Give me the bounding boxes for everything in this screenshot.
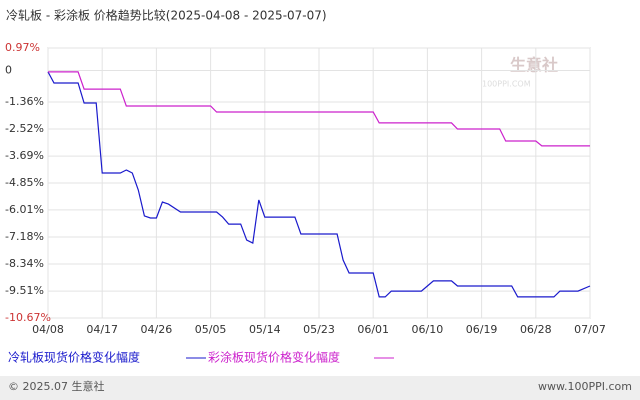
legend-label: 彩涂板现货价格变化幅度 (208, 350, 340, 365)
y-tick-label: -3.69% (5, 149, 44, 162)
y-tick-label: -4.85% (5, 176, 44, 189)
y-tick-label: -6.01% (5, 203, 44, 216)
x-tick-label: 05/23 (303, 323, 335, 336)
y-tick-label: -9.51% (5, 284, 44, 297)
chart-title: 冷轧板 - 彩涂板 价格趋势比较(2025-04-08 - 2025-07-07… (6, 8, 327, 23)
x-tick-label: 06/10 (412, 323, 444, 336)
watermark-site: 100PPI.COM (482, 80, 531, 89)
y-tick-label: -8.34% (5, 257, 44, 270)
legend-label: 冷轧板现货价格变化幅度 (8, 350, 140, 365)
x-tick-label: 04/17 (86, 323, 118, 336)
series-line (47, 71, 591, 298)
footer-url: www.100PPI.com (538, 380, 632, 393)
x-tick-label: 05/14 (249, 323, 281, 336)
y-tick-label: -7.18% (5, 230, 44, 243)
y-tick-label: 0.97% (5, 41, 40, 54)
x-tick-label: 05/05 (195, 323, 227, 336)
copyright: © 2025.07 生意社 (8, 379, 104, 393)
x-tick-label: 06/19 (466, 323, 498, 336)
watermark: 生意社 (510, 56, 558, 75)
y-tick-label: 0 (5, 64, 12, 77)
x-tick-label: 04/26 (141, 323, 173, 336)
x-tick-label: 06/28 (520, 323, 552, 336)
y-tick-label: -10.67% (5, 311, 51, 324)
x-tick-label: 04/08 (32, 323, 64, 336)
footer-band (0, 376, 640, 400)
y-tick-label: -2.52% (5, 122, 44, 135)
x-tick-label: 07/07 (574, 323, 606, 336)
series-line (48, 71, 590, 147)
x-tick-label: 06/01 (357, 323, 389, 336)
y-tick-label: -1.36% (5, 95, 44, 108)
